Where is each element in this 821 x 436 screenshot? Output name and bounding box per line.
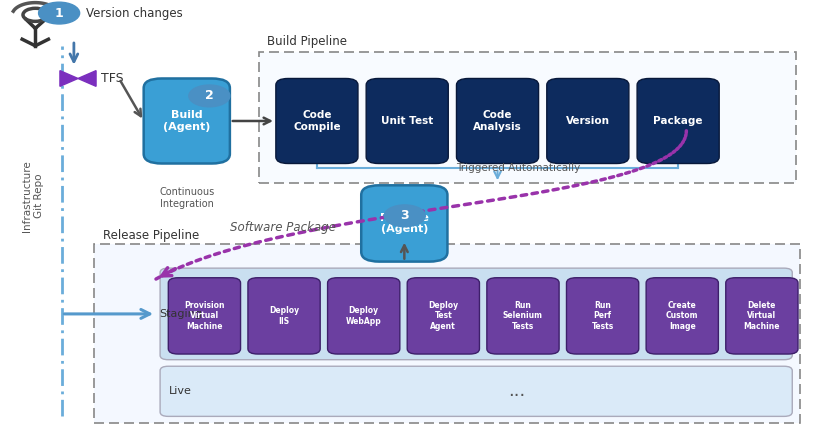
Text: Infrastructure
Git Repo: Infrastructure Git Repo bbox=[22, 160, 44, 232]
FancyBboxPatch shape bbox=[726, 278, 798, 354]
FancyBboxPatch shape bbox=[160, 268, 792, 360]
Circle shape bbox=[384, 205, 425, 227]
FancyBboxPatch shape bbox=[328, 278, 400, 354]
Text: Staging: Staging bbox=[159, 309, 202, 319]
Text: Code
Compile: Code Compile bbox=[293, 110, 341, 132]
Text: Version: Version bbox=[566, 116, 610, 126]
Text: Run
Selenium
Tests: Run Selenium Tests bbox=[503, 301, 543, 331]
Text: Live: Live bbox=[169, 386, 192, 396]
Text: Deploy
WebApp: Deploy WebApp bbox=[346, 306, 382, 326]
FancyBboxPatch shape bbox=[361, 185, 447, 262]
Text: Build
(Agent): Build (Agent) bbox=[163, 110, 210, 132]
FancyBboxPatch shape bbox=[547, 78, 629, 164]
Text: Build Pipeline: Build Pipeline bbox=[267, 35, 346, 48]
FancyBboxPatch shape bbox=[168, 278, 241, 354]
FancyBboxPatch shape bbox=[487, 278, 559, 354]
Text: Provision
Virtual
Machine: Provision Virtual Machine bbox=[184, 301, 225, 331]
Polygon shape bbox=[60, 71, 78, 86]
FancyBboxPatch shape bbox=[646, 278, 718, 354]
FancyBboxPatch shape bbox=[160, 366, 792, 416]
FancyBboxPatch shape bbox=[366, 78, 448, 164]
Text: Release
(Agent): Release (Agent) bbox=[380, 213, 429, 234]
Text: Software Package: Software Package bbox=[230, 221, 336, 234]
FancyBboxPatch shape bbox=[456, 78, 539, 164]
Text: Run
Perf
Tests: Run Perf Tests bbox=[591, 301, 614, 331]
Text: ...: ... bbox=[508, 382, 526, 400]
Text: Version changes: Version changes bbox=[86, 7, 183, 20]
Text: Deploy
Test
Agent: Deploy Test Agent bbox=[429, 301, 458, 331]
FancyBboxPatch shape bbox=[407, 278, 479, 354]
Text: Package: Package bbox=[654, 116, 703, 126]
FancyBboxPatch shape bbox=[144, 78, 230, 164]
Text: 3: 3 bbox=[401, 209, 409, 222]
Text: Delete
Virtual
Machine: Delete Virtual Machine bbox=[744, 301, 780, 331]
FancyBboxPatch shape bbox=[637, 78, 719, 164]
Polygon shape bbox=[78, 71, 96, 86]
FancyBboxPatch shape bbox=[566, 278, 639, 354]
Text: Unit Test: Unit Test bbox=[381, 116, 433, 126]
Text: TFS: TFS bbox=[101, 72, 124, 85]
Text: Code
Analysis: Code Analysis bbox=[473, 110, 522, 132]
Text: 1: 1 bbox=[55, 7, 63, 20]
Text: Deploy
IIS: Deploy IIS bbox=[269, 306, 299, 326]
Circle shape bbox=[39, 2, 80, 24]
Text: 2: 2 bbox=[205, 89, 213, 102]
Bar bbox=[259, 52, 796, 183]
Circle shape bbox=[189, 85, 230, 107]
Text: Create
Custom
Image: Create Custom Image bbox=[666, 301, 699, 331]
Bar bbox=[94, 244, 800, 423]
Text: Triggered Automatically: Triggered Automatically bbox=[456, 163, 580, 173]
Text: Release Pipeline: Release Pipeline bbox=[103, 229, 199, 242]
FancyBboxPatch shape bbox=[276, 78, 358, 164]
FancyBboxPatch shape bbox=[248, 278, 320, 354]
Text: Continuous
Integration: Continuous Integration bbox=[159, 187, 214, 209]
